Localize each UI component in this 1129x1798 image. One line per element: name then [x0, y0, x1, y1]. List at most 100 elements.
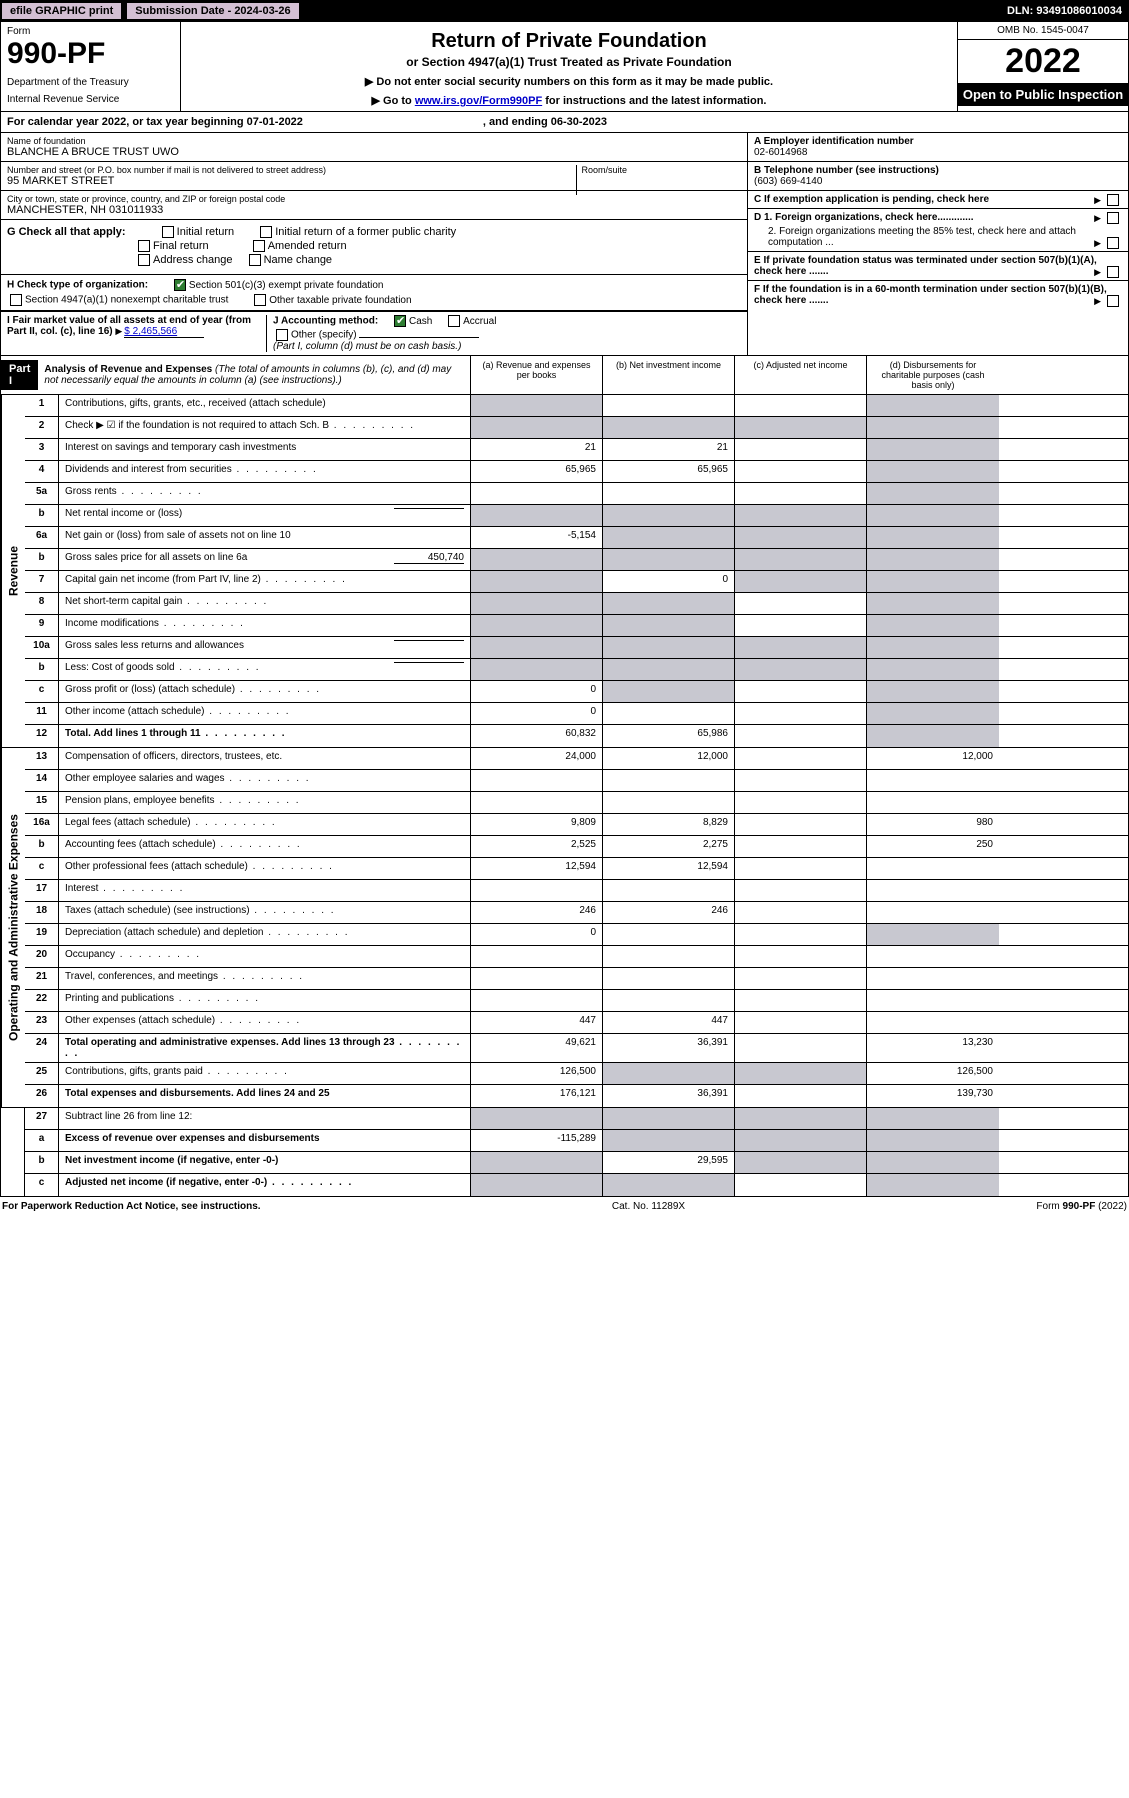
col-a-header: (a) Revenue and expenses per books	[471, 356, 603, 394]
footer-left: For Paperwork Reduction Act Notice, see …	[2, 1201, 261, 1212]
table-row: 2Check ▶ ☑ if the foundation is not requ…	[25, 417, 1128, 439]
address: 95 MARKET STREET	[7, 175, 741, 187]
table-row: 26Total expenses and disbursements. Add …	[25, 1085, 1128, 1107]
chk-501c3[interactable]	[174, 279, 186, 291]
addr-label: Number and street (or P.O. box number if…	[7, 165, 741, 175]
form-number: 990-PF	[7, 37, 174, 71]
e-label: E If private foundation status was termi…	[754, 255, 1097, 277]
table-row: 23Other expenses (attach schedule)447447	[25, 1012, 1128, 1034]
chk-c[interactable]	[1107, 194, 1119, 206]
chk-cash[interactable]	[394, 315, 406, 327]
page-footer: For Paperwork Reduction Act Notice, see …	[0, 1197, 1129, 1216]
form-subtitle: or Section 4947(a)(1) Trust Treated as P…	[191, 55, 947, 69]
table-row: 21Travel, conferences, and meetings	[25, 968, 1128, 990]
col-d-header: (d) Disbursements for charitable purpose…	[867, 356, 999, 394]
d2-label: 2. Foreign organizations meeting the 85%…	[768, 226, 1076, 248]
chk-accrual[interactable]	[448, 315, 460, 327]
chk-other-tax[interactable]	[254, 294, 266, 306]
form-title: Return of Private Foundation	[191, 30, 947, 53]
tax-year: 2022	[958, 40, 1128, 83]
a-label: A Employer identification number	[754, 136, 1122, 147]
table-row: 3Interest on savings and temporary cash …	[25, 439, 1128, 461]
table-row: cGross profit or (loss) (attach schedule…	[25, 681, 1128, 703]
table-row: cOther professional fees (attach schedul…	[25, 858, 1128, 880]
col-c-header: (c) Adjusted net income	[735, 356, 867, 394]
fmv-value[interactable]: $ 2,465,566	[124, 326, 204, 338]
footer-mid: Cat. No. 11289X	[612, 1201, 685, 1212]
table-row: 17Interest	[25, 880, 1128, 902]
table-row: 15Pension plans, employee benefits	[25, 792, 1128, 814]
chk-d1[interactable]	[1107, 212, 1119, 224]
dln: DLN: 93491086010034	[1007, 5, 1128, 17]
foundation-name: BLANCHE A BRUCE TRUST UWO	[7, 146, 741, 158]
expenses-table: Operating and Administrative Expenses 13…	[0, 748, 1129, 1108]
h-label: H Check type of organization:	[7, 280, 148, 291]
chk-addr-change[interactable]	[138, 254, 150, 266]
part1-header: Part I Analysis of Revenue and Expenses …	[0, 356, 1129, 395]
table-row: 19Depreciation (attach schedule) and dep…	[25, 924, 1128, 946]
table-row: bLess: Cost of goods sold	[25, 659, 1128, 681]
irs-label: Internal Revenue Service	[7, 94, 174, 105]
city-label: City or town, state or province, country…	[7, 194, 741, 204]
c-label: C If exemption application is pending, c…	[754, 194, 989, 205]
chk-initial-return[interactable]	[162, 226, 174, 238]
table-row: 12Total. Add lines 1 through 1160,83265,…	[25, 725, 1128, 747]
f-label: F If the foundation is in a 60-month ter…	[754, 284, 1107, 306]
chk-final[interactable]	[138, 240, 150, 252]
table-row: 7Capital gain net income (from Part IV, …	[25, 571, 1128, 593]
table-row: 18Taxes (attach schedule) (see instructi…	[25, 902, 1128, 924]
chk-e[interactable]	[1107, 266, 1119, 278]
dept-treasury: Department of the Treasury	[7, 77, 174, 88]
table-row: 13Compensation of officers, directors, t…	[25, 748, 1128, 770]
b-label: B Telephone number (see instructions)	[754, 165, 1122, 176]
form-label: Form	[7, 26, 174, 37]
goto-link-row: ▶ Go to www.irs.gov/Form990PF for instru…	[191, 94, 947, 107]
chk-f[interactable]	[1107, 295, 1119, 307]
efile-button[interactable]: efile GRAPHIC print	[1, 2, 122, 20]
header-bar: efile GRAPHIC print Submission Date - 20…	[0, 0, 1129, 22]
table-row: aExcess of revenue over expenses and dis…	[25, 1130, 1128, 1152]
g-label: G Check all that apply:	[7, 226, 126, 238]
form-header-block: Form 990-PF Department of the Treasury I…	[0, 22, 1129, 112]
table-row: bNet rental income or (loss)	[25, 505, 1128, 527]
ssn-warning: ▶ Do not enter social security numbers o…	[191, 75, 947, 88]
ein: 02-6014968	[754, 147, 1122, 158]
table-row: 20Occupancy	[25, 946, 1128, 968]
form990pf-link[interactable]: www.irs.gov/Form990PF	[415, 95, 542, 107]
chk-amended[interactable]	[253, 240, 265, 252]
part1-label: Part I	[1, 360, 38, 390]
omb-number: OMB No. 1545-0047	[958, 22, 1128, 40]
chk-other-acct[interactable]	[276, 329, 288, 341]
table-row: 6aNet gain or (loss) from sale of assets…	[25, 527, 1128, 549]
d1-label: D 1. Foreign organizations, check here..…	[754, 212, 974, 223]
bottom-table: 27Subtract line 26 from line 12:aExcess …	[0, 1108, 1129, 1197]
phone: (603) 669-4140	[754, 176, 1122, 187]
table-row: 16aLegal fees (attach schedule)9,8098,82…	[25, 814, 1128, 836]
revenue-table: Revenue 1Contributions, gifts, grants, e…	[0, 395, 1129, 748]
table-row: 11Other income (attach schedule)0	[25, 703, 1128, 725]
calendar-year-row: For calendar year 2022, or tax year begi…	[0, 112, 1129, 133]
name-label: Name of foundation	[7, 136, 741, 146]
info-grid: Name of foundation BLANCHE A BRUCE TRUST…	[0, 133, 1129, 356]
table-row: 5aGross rents	[25, 483, 1128, 505]
table-row: 1Contributions, gifts, grants, etc., rec…	[25, 395, 1128, 417]
revenue-side-label: Revenue	[1, 395, 25, 747]
submission-date: Submission Date - 2024-03-26	[126, 2, 299, 20]
chk-4947[interactable]	[10, 294, 22, 306]
table-row: 24Total operating and administrative exp…	[25, 1034, 1128, 1063]
footer-right: Form 990-PF (2022)	[1036, 1201, 1127, 1212]
table-row: 10aGross sales less returns and allowanc…	[25, 637, 1128, 659]
j-label: J Accounting method:	[273, 316, 378, 327]
table-row: 25Contributions, gifts, grants paid126,5…	[25, 1063, 1128, 1085]
open-public: Open to Public Inspection	[958, 83, 1128, 106]
expenses-side-label: Operating and Administrative Expenses	[1, 748, 25, 1107]
table-row: 14Other employee salaries and wages	[25, 770, 1128, 792]
j-note: (Part I, column (d) must be on cash basi…	[273, 341, 741, 352]
table-row: bGross sales price for all assets on lin…	[25, 549, 1128, 571]
col-b-header: (b) Net investment income	[603, 356, 735, 394]
table-row: 8Net short-term capital gain	[25, 593, 1128, 615]
chk-initial-public[interactable]	[260, 226, 272, 238]
chk-name-change[interactable]	[249, 254, 261, 266]
chk-d2[interactable]	[1107, 237, 1119, 249]
table-row: bNet investment income (if negative, ent…	[25, 1152, 1128, 1174]
